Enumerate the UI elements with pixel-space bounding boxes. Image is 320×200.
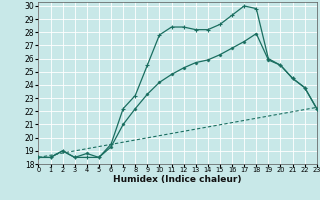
X-axis label: Humidex (Indice chaleur): Humidex (Indice chaleur)	[113, 175, 242, 184]
